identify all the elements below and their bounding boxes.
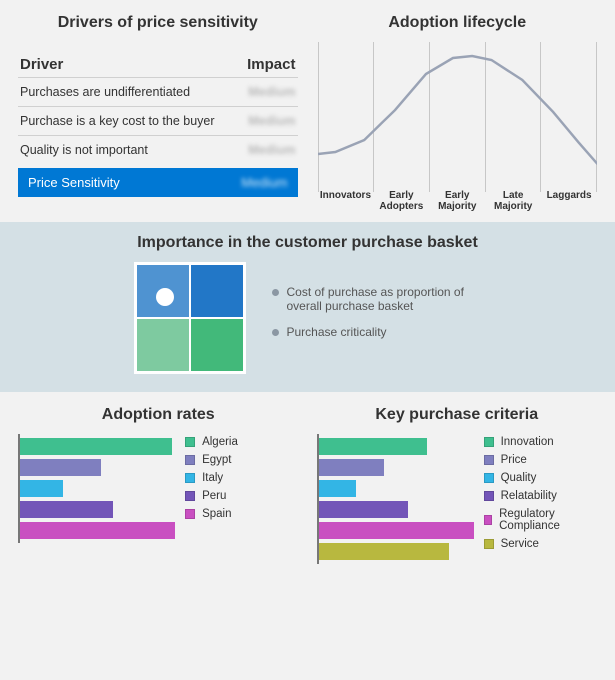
adoption-bar [20, 480, 63, 497]
quad-br [190, 318, 244, 372]
driver-value: Medium [248, 114, 295, 128]
criteria-bar [319, 480, 356, 497]
drivers-table-header: Driver Impact [18, 52, 298, 77]
adoption-legend-item: Peru [185, 490, 298, 502]
legend-text: Purchase criticality [287, 325, 387, 339]
drivers-row: Purchases are undifferentiated Medium [18, 77, 298, 106]
legend-label: Quality [501, 472, 537, 484]
criteria-legend-item: Relatability [484, 490, 597, 502]
drivers-footer-label: Price Sensitivity [28, 175, 120, 190]
driver-label: Quality is not important [20, 143, 148, 157]
legend-label: Algeria [202, 436, 238, 448]
adoption-chart: Algeria Egypt Italy Peru Spain [18, 434, 299, 543]
drivers-title: Drivers of price sensitivity [18, 14, 298, 32]
basket-quadrant [134, 262, 246, 374]
lifecycle-curve [318, 42, 598, 192]
legend-swatch [484, 455, 494, 465]
criteria-legend-item: Service [484, 538, 597, 550]
lifecycle-labels: InnovatorsEarly AdoptersEarly MajorityLa… [318, 190, 598, 212]
legend-swatch [185, 437, 195, 447]
legend-label: Service [501, 538, 539, 550]
legend-label: Spain [202, 508, 231, 520]
legend-label: Egypt [202, 454, 231, 466]
adoption-panel: Adoption rates Algeria Egypt Italy Peru Spai… [18, 406, 299, 564]
col-impact: Impact [247, 56, 295, 73]
legend-swatch [484, 515, 493, 525]
basket-legend-item: Purchase criticality [272, 325, 482, 339]
drivers-row: Quality is not important Medium [18, 135, 298, 164]
legend-swatch [484, 539, 494, 549]
legend-swatch [185, 491, 195, 501]
criteria-chart: Innovation Price Quality Relatability Regula… [317, 434, 598, 564]
criteria-title: Key purchase criteria [317, 406, 598, 424]
legend-swatch [484, 437, 494, 447]
lifecycle-title: Adoption lifecycle [318, 14, 598, 32]
legend-swatch [185, 473, 195, 483]
legend-swatch [484, 491, 494, 501]
driver-value: Medium [248, 85, 295, 99]
adoption-title: Adoption rates [18, 406, 299, 424]
legend-swatch [185, 455, 195, 465]
criteria-legend-item: Price [484, 454, 597, 466]
bullet-icon [272, 329, 279, 336]
criteria-legend-item: Innovation [484, 436, 597, 448]
basket-marker [156, 288, 174, 306]
driver-value: Medium [248, 143, 295, 157]
lifecycle-panel: Adoption lifecycle InnovatorsEarly Adopt… [318, 14, 598, 212]
drivers-row: Purchase is a key cost to the buyer Mediu… [18, 106, 298, 135]
basket-panel: Importance in the customer purchase bask… [0, 222, 615, 392]
col-driver: Driver [20, 56, 63, 73]
legend-label: Price [501, 454, 527, 466]
bullet-icon [272, 289, 279, 296]
lifecycle-chart: InnovatorsEarly AdoptersEarly MajorityLa… [318, 42, 598, 212]
drivers-footer-value: Medium [241, 175, 287, 190]
adoption-bar [20, 522, 175, 539]
driver-label: Purchases are undifferentiated [20, 85, 190, 99]
adoption-bar [20, 501, 113, 518]
adoption-bar [20, 438, 172, 455]
criteria-bar [319, 459, 384, 476]
basket-legend: Cost of purchase as proportion of overal… [272, 285, 482, 351]
legend-label: Regulatory Compliance [499, 508, 597, 532]
quad-bl [136, 318, 190, 372]
criteria-legend-item: Quality [484, 472, 597, 484]
lifecycle-stage-label: Innovators [318, 190, 374, 212]
legend-text: Cost of purchase as proportion of overal… [287, 285, 482, 313]
lifecycle-stage-label: Late Majority [485, 190, 541, 212]
drivers-panel: Drivers of price sensitivity Driver Impa… [18, 14, 298, 212]
lifecycle-stage-label: Early Adopters [373, 190, 429, 212]
legend-label: Innovation [501, 436, 554, 448]
lifecycle-stage-label: Early Majority [429, 190, 485, 212]
criteria-legend-item: Regulatory Compliance [484, 508, 597, 532]
drivers-footer: Price Sensitivity Medium [18, 168, 298, 197]
legend-label: Relatability [501, 490, 557, 502]
legend-swatch [484, 473, 494, 483]
driver-label: Purchase is a key cost to the buyer [20, 114, 215, 128]
criteria-bar [319, 438, 428, 455]
criteria-bar [319, 522, 474, 539]
adoption-legend-item: Spain [185, 508, 298, 520]
lifecycle-stage-label: Laggards [541, 190, 597, 212]
criteria-bar [319, 501, 409, 518]
criteria-bar [319, 543, 449, 560]
basket-title: Importance in the customer purchase bask… [18, 234, 597, 252]
adoption-bar [20, 459, 101, 476]
adoption-legend-item: Algeria [185, 436, 298, 448]
legend-swatch [185, 509, 195, 519]
legend-label: Italy [202, 472, 223, 484]
legend-label: Peru [202, 490, 226, 502]
criteria-panel: Key purchase criteria Innovation Price Qua… [317, 406, 598, 564]
basket-legend-item: Cost of purchase as proportion of overal… [272, 285, 482, 313]
adoption-legend-item: Egypt [185, 454, 298, 466]
adoption-legend-item: Italy [185, 472, 298, 484]
quad-tr [190, 264, 244, 318]
